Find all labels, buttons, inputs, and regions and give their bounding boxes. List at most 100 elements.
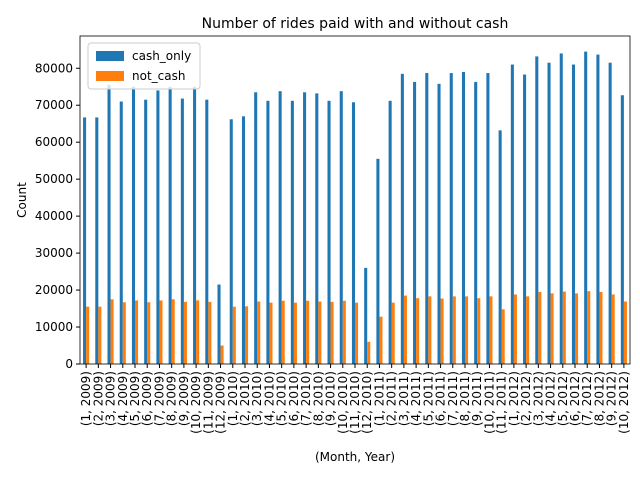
bar [98, 306, 102, 364]
bar [86, 306, 90, 364]
x-tick-label: (3, 2012) [531, 371, 545, 426]
bar [147, 302, 151, 364]
bar [257, 301, 261, 364]
x-tick-label: (12, 2009) [214, 371, 228, 434]
bar [575, 293, 579, 364]
x-tick-label: (5, 2009) [128, 371, 142, 426]
bar [196, 300, 200, 364]
bar [510, 64, 514, 364]
bar [538, 291, 542, 364]
bar [110, 299, 114, 364]
x-tick-label: (2, 2010) [238, 371, 252, 426]
y-tick-label: 30000 [35, 246, 73, 260]
bar [403, 295, 407, 364]
legend-label: cash_only [132, 49, 191, 63]
x-tick-label: (6, 2011) [434, 371, 448, 426]
bar [413, 81, 417, 365]
x-tick-label: (8, 2012) [592, 371, 606, 426]
x-tick-label: (10, 2009) [189, 371, 203, 434]
bar [245, 306, 249, 364]
x-tick-label: (8, 2011) [458, 371, 472, 426]
plot-frame [79, 35, 631, 365]
x-tick-label: (4, 2011) [409, 371, 423, 426]
x-tick-label: (2, 2011) [385, 371, 399, 426]
bar [461, 71, 465, 364]
x-tick-label: (4, 2010) [262, 371, 276, 426]
x-tick-label: (9, 2010) [324, 371, 338, 426]
x-tick-label: (11, 2011) [495, 371, 509, 434]
bar [180, 98, 184, 365]
x-tick-label: (9, 2012) [605, 371, 619, 426]
bar [452, 296, 456, 364]
bar [135, 300, 139, 364]
bar [388, 100, 392, 365]
bar [131, 86, 135, 364]
bar [330, 301, 334, 364]
bar [168, 86, 172, 364]
bar [107, 84, 111, 365]
x-tick-label: (9, 2011) [470, 371, 484, 426]
bar [144, 99, 148, 364]
x-axis-label: (Month, Year) [315, 450, 395, 464]
bar [623, 301, 627, 364]
bar [122, 302, 126, 364]
bar [220, 345, 224, 364]
bar [477, 298, 481, 364]
chart-title: Number of rides paid with and without ca… [202, 16, 509, 32]
bar [584, 51, 588, 364]
bar [379, 316, 383, 364]
x-tick-label: (10, 2010) [336, 371, 350, 434]
bar [193, 86, 197, 364]
bar [119, 101, 123, 364]
x-tick-label: (3, 2009) [104, 371, 118, 426]
bar [440, 298, 444, 364]
bar [232, 306, 236, 364]
bar [342, 300, 346, 364]
bar [449, 73, 453, 364]
bar [611, 294, 615, 364]
bar [364, 267, 368, 364]
legend-swatch [96, 71, 124, 81]
bar [400, 73, 404, 365]
y-tick-label: 70000 [35, 98, 73, 112]
x-tick-label: (5, 2011) [421, 371, 435, 426]
bar [550, 293, 554, 364]
bar [208, 301, 212, 364]
bar [269, 302, 273, 364]
bar [351, 102, 355, 364]
x-tick-label: (4, 2012) [544, 371, 558, 426]
bar [303, 92, 307, 364]
bar [241, 116, 245, 364]
bar [437, 83, 441, 365]
y-tick-label: 20000 [35, 283, 73, 297]
x-tick-label: (3, 2011) [397, 371, 411, 426]
x-tick-label: (10, 2011) [482, 371, 496, 434]
x-tick-label: (1, 2012) [507, 371, 521, 426]
bar [355, 302, 359, 364]
bar [465, 296, 469, 364]
bar [171, 299, 175, 364]
bar [367, 341, 371, 364]
y-tick-label: 80000 [35, 61, 73, 75]
bar [620, 95, 624, 364]
y-tick-label: 60000 [35, 135, 73, 149]
y-tick-label: 40000 [35, 209, 73, 223]
x-tick-label: (12, 2010) [360, 371, 374, 434]
bar [205, 99, 209, 364]
x-tick-label: (7, 2012) [580, 371, 594, 426]
x-tick-label: (8, 2010) [311, 371, 325, 426]
bar [95, 117, 99, 365]
bar [339, 91, 343, 364]
x-tick-label: (11, 2010) [348, 371, 362, 434]
bar [306, 300, 310, 364]
bar [416, 298, 420, 364]
bar [315, 93, 319, 364]
bar [217, 284, 221, 364]
bar [278, 91, 282, 364]
bar [318, 301, 322, 364]
bar [290, 100, 294, 365]
x-tick-label: (2, 2012) [519, 371, 533, 426]
bar [266, 100, 270, 365]
bar [535, 56, 539, 365]
